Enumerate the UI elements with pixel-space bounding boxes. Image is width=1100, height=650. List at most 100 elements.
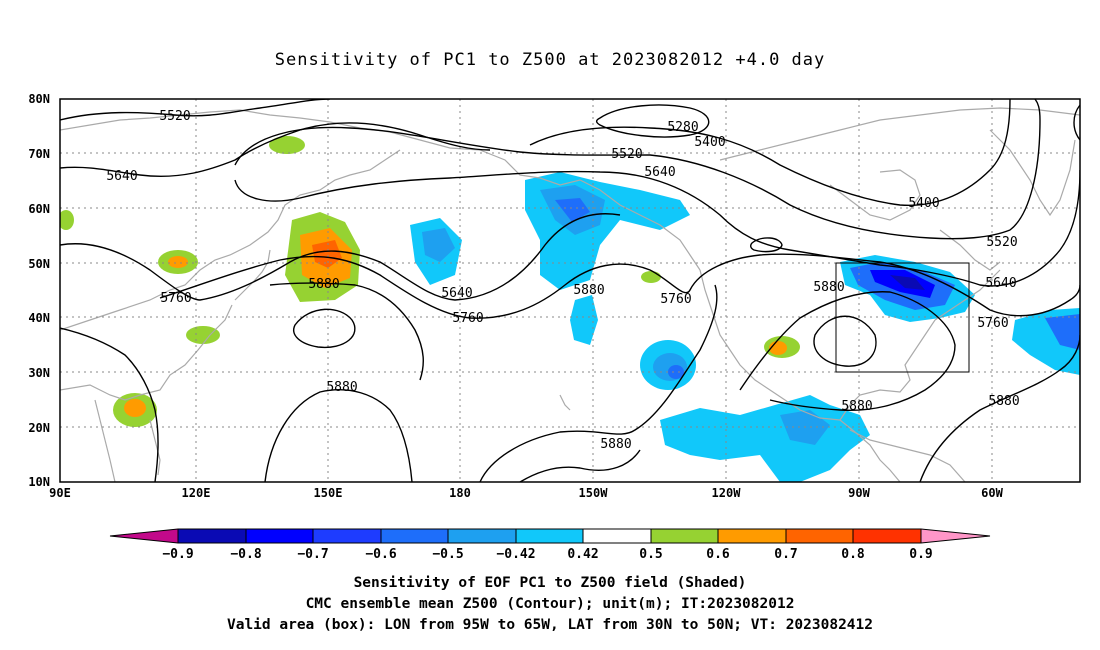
coastlines — [60, 107, 1080, 482]
lon-label: 120E — [182, 486, 211, 500]
contour-5280 — [595, 104, 710, 138]
coast-hawaii — [559, 394, 571, 411]
contour-5520-west — [60, 99, 331, 121]
contour-labels: 5520 5640 5760 5880 5280 5400 5520 5640 … — [106, 109, 1019, 452]
coast-labrador — [939, 229, 1001, 271]
latitude-labels: 80N 70N 60N 50N 40N 30N 20N 10N — [28, 92, 50, 489]
shade-positive-westedge — [60, 210, 74, 230]
lat-label: 20N — [28, 421, 50, 435]
coast-japan — [234, 249, 271, 301]
colorbar-label: 0.5 — [639, 547, 662, 562]
coast-china-south — [60, 304, 233, 401]
colorbar-label: −0.8 — [230, 547, 261, 562]
contour-label: 5760 — [660, 292, 691, 307]
lon-label: 90W — [848, 486, 870, 500]
coast-asia-east — [60, 149, 401, 331]
contour-5880-kamchatka — [269, 282, 424, 381]
contour-5760-west — [60, 213, 621, 301]
contour-5760-mid — [159, 253, 1080, 319]
caption-line: CMC ensemble mean Z500 (Contour); unit(m… — [305, 596, 795, 612]
colorbar-label: −0.42 — [496, 547, 535, 562]
contour-5880-na — [739, 291, 956, 412]
contour-5880-canada — [750, 237, 783, 253]
colorbar: −0.9 −0.8 −0.7 −0.6 −0.5 −0.42 0.42 0.5 … — [109, 528, 991, 562]
colorbar-cell — [381, 529, 448, 543]
longitude-labels: 90E 120E 150E 180 150W 120W 90W 60W — [49, 486, 1003, 500]
shade-negative-epac — [570, 295, 598, 345]
z500-contours — [60, 99, 1080, 482]
contour-label: 5400 — [908, 196, 939, 211]
contour-5880-atlantic — [919, 334, 1080, 482]
shade-positive-scs-core — [124, 399, 146, 417]
coast-indochina — [94, 399, 116, 482]
colorbar-high-arrow — [921, 529, 990, 543]
coast-caribbean — [849, 429, 966, 482]
contour-label: 5880 — [813, 280, 844, 295]
colorbar-cell — [651, 529, 718, 543]
shade-positive-ne-pacific — [641, 271, 661, 283]
contour-5880-pacific — [479, 284, 718, 482]
contour-label: 5520 — [159, 109, 190, 124]
lon-label: 150E — [314, 486, 343, 500]
lat-label: 10N — [28, 475, 50, 489]
contour-5880-isolated — [293, 308, 356, 349]
map-frame — [59, 98, 1081, 483]
caption-line: Valid area (box): LON from 95W to 65W, L… — [226, 617, 873, 633]
contour-label: 5280 — [667, 120, 698, 135]
contour-label: 5880 — [573, 283, 604, 298]
lat-label: 70N — [28, 147, 50, 161]
shade-negative-tropics — [660, 395, 870, 482]
coast-central-am — [839, 419, 901, 482]
valid-area-box — [835, 262, 970, 373]
contour-label: 5880 — [841, 399, 872, 414]
colorbar-label: 0.9 — [909, 547, 932, 562]
contour-label: 5520 — [986, 235, 1017, 250]
coast-gulf — [839, 269, 1001, 421]
colorbar-label: −0.5 — [432, 547, 463, 562]
shade-positive-china — [186, 326, 220, 344]
lat-label: 40N — [28, 311, 50, 325]
contour-5520-mid — [234, 99, 1041, 240]
contour-label: 5760 — [977, 316, 1008, 331]
caption-line: Sensitivity of EOF PC1 to Z500 field (Sh… — [353, 575, 747, 591]
lat-label: 60N — [28, 202, 50, 216]
lat-label: 80N — [28, 92, 50, 106]
contour-5400 — [529, 99, 1011, 207]
colorbar-label: −0.6 — [365, 547, 396, 562]
coast-arctic-asia — [60, 109, 481, 151]
contour-5640-west — [60, 122, 491, 178]
contour-label: 5640 — [106, 169, 137, 184]
shade-negative-goa-inner — [555, 198, 590, 222]
lon-label: 180 — [449, 486, 471, 500]
graticule — [60, 99, 1080, 482]
coast-hudson — [829, 169, 921, 221]
chart-title: Sensitivity of PC1 to Z500 at 2023082012… — [274, 50, 826, 70]
contour-label: 5640 — [985, 276, 1016, 291]
colorbar-cell — [178, 529, 246, 543]
contour-label: 5880 — [308, 277, 339, 292]
figure-captions: Sensitivity of EOF PC1 to Z500 field (Sh… — [0, 573, 1100, 636]
contour-label: 5880 — [326, 380, 357, 395]
lon-label: 150W — [579, 486, 609, 500]
colorbar-cell — [313, 529, 381, 543]
colorbar-label: −0.7 — [297, 547, 328, 562]
contour-label: 5640 — [644, 165, 675, 180]
contour-label: 5400 — [694, 135, 725, 150]
shade-positive-siberia-core — [168, 256, 188, 268]
contour-label: 5640 — [441, 286, 472, 301]
colorbar-low-arrow — [110, 529, 178, 543]
shade-positive-nwpac-inner — [312, 240, 342, 268]
shade-negative-pac-trough-core — [422, 228, 455, 262]
colorbar-cell — [448, 529, 516, 543]
lon-label: 90E — [49, 486, 71, 500]
colorbar-cell — [853, 529, 921, 543]
coast-greenland — [989, 129, 1076, 217]
shade-positive-arctic — [269, 136, 305, 154]
contour-5880-subtrop — [264, 389, 413, 482]
contour-5880-west — [60, 327, 159, 482]
colorbar-outline — [109, 528, 991, 544]
colorbar-label: 0.7 — [774, 547, 797, 562]
lat-label: 30N — [28, 366, 50, 380]
colorbar-label: 0.42 — [567, 547, 598, 562]
